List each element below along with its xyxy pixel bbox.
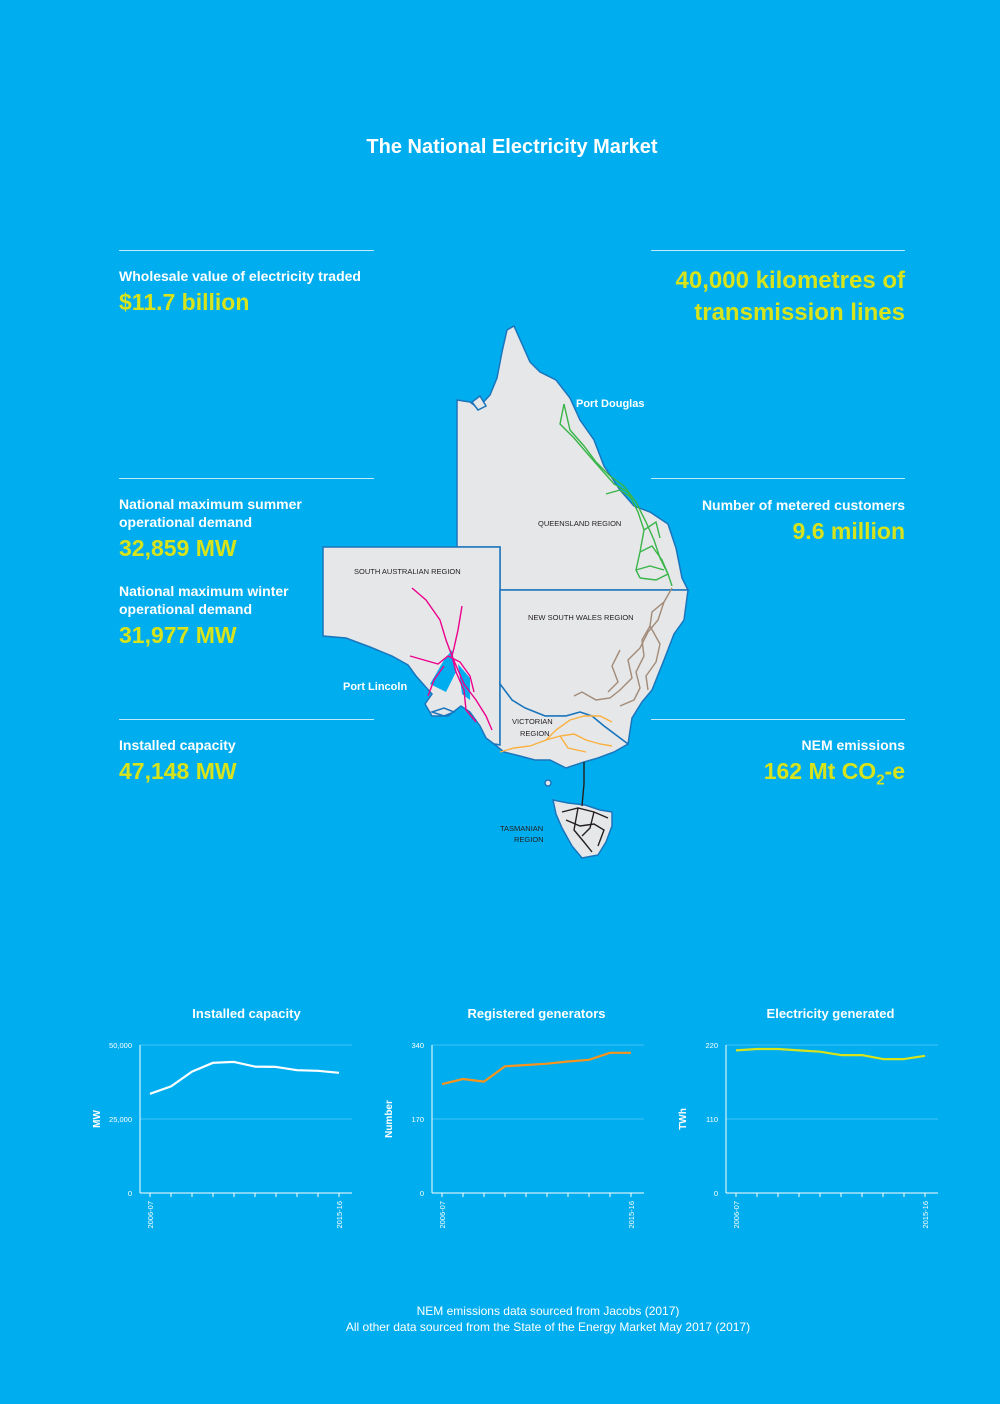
series-line bbox=[441, 1051, 631, 1086]
nsw-label: NEW SOUTH WALES REGION bbox=[528, 613, 634, 622]
emissions-main: 162 Mt CO bbox=[763, 758, 877, 784]
divider bbox=[651, 250, 905, 251]
y-axis-label: Number bbox=[384, 1100, 395, 1138]
divider bbox=[651, 719, 905, 720]
queensland-region bbox=[456, 324, 690, 591]
stat-label: National maximum summer bbox=[119, 496, 302, 512]
gulf bbox=[430, 650, 456, 692]
footer: NEM emissions data sourced from Jacobs (… bbox=[0, 1303, 1000, 1335]
emissions-subscript: 2 bbox=[876, 771, 885, 789]
emissions-stat: NEM emissions 162 Mt CO2-e bbox=[651, 719, 905, 795]
stat-label: NEM emissions bbox=[801, 737, 905, 753]
tas-label: REGION bbox=[514, 835, 544, 844]
electricity-generated-chart: 0 110 220 2006-07 2015-16 TWh bbox=[678, 1041, 938, 1229]
stat-label: Installed capacity bbox=[119, 737, 236, 753]
emissions-suffix: -e bbox=[884, 758, 905, 784]
y-tick-label: 170 bbox=[411, 1115, 424, 1124]
series-line bbox=[735, 1047, 926, 1061]
stat-value: 47,148 MW bbox=[119, 758, 237, 784]
tas-transmission-lines bbox=[561, 762, 609, 853]
capacity-stat: Installed capacity 47,148 MW bbox=[119, 719, 374, 785]
nem-map: QUEENSLAND REGION SOUTH AUSTRALIAN REGIO… bbox=[322, 324, 690, 859]
x-tick-label: 2006-07 bbox=[146, 1201, 155, 1229]
vic-label: REGION bbox=[520, 729, 550, 738]
y-tick-label: 0 bbox=[420, 1189, 424, 1198]
stat-value: 9.6 million bbox=[792, 518, 905, 544]
y-axis-label: TWh bbox=[678, 1108, 689, 1130]
x-tick-label: 2006-07 bbox=[732, 1201, 741, 1229]
registered-generators-chart: 0 170 340 2006-07 2015-16 Number bbox=[384, 1041, 644, 1229]
port-douglas-label: Port Douglas bbox=[576, 398, 644, 410]
y-tick-label: 0 bbox=[714, 1189, 718, 1198]
sa-label: SOUTH AUSTRALIAN REGION bbox=[354, 567, 461, 576]
stat-label: operational demand bbox=[119, 601, 253, 617]
series-line bbox=[149, 1060, 340, 1095]
qld-transmission-lines bbox=[559, 403, 673, 587]
y-tick-label: 220 bbox=[705, 1041, 718, 1050]
stat-label: Wholesale value of electricity traded bbox=[119, 268, 361, 284]
winter-demand-stat: National maximum winter operational dema… bbox=[119, 582, 374, 649]
divider bbox=[651, 478, 905, 479]
y-tick-label: 340 bbox=[411, 1041, 424, 1050]
island bbox=[429, 707, 457, 717]
stat-label: National maximum winter bbox=[119, 583, 289, 599]
divider bbox=[119, 478, 374, 479]
sa-transmission-lines bbox=[409, 587, 493, 731]
customers-stat: Number of metered customers 9.6 million bbox=[651, 478, 905, 545]
stat-label: Number of metered customers bbox=[701, 497, 905, 513]
x-tick-label: 2015-16 bbox=[627, 1201, 636, 1229]
stat-value: $11.7 billion bbox=[119, 289, 250, 315]
summer-demand-stat: National maximum summer operational dema… bbox=[119, 478, 374, 562]
y-tick-label: 50,000 bbox=[109, 1041, 132, 1050]
south-australia-region bbox=[322, 546, 501, 746]
x-tick-label: 2006-07 bbox=[438, 1201, 447, 1229]
chart-title-generators: Registered generators bbox=[467, 1006, 606, 1021]
island bbox=[544, 779, 552, 787]
port-lincoln-label: Port Lincoln bbox=[343, 681, 407, 693]
stat-value: 40,000 kilometres of bbox=[675, 267, 905, 294]
divider bbox=[119, 719, 374, 720]
stat-value: 162 Mt CO2-e bbox=[651, 757, 905, 795]
y-tick-label: 0 bbox=[128, 1189, 132, 1198]
nsw-transmission-lines bbox=[573, 587, 673, 707]
tasmania-region bbox=[552, 799, 613, 859]
stat-label: operational demand bbox=[119, 514, 253, 530]
y-tick-label: 25,000 bbox=[109, 1115, 132, 1124]
gulf bbox=[458, 664, 470, 700]
transmission-stat: 40,000 kilometres of transmission lines bbox=[651, 250, 905, 329]
footer-source-line: NEM emissions data sourced from Jacobs (… bbox=[416, 1304, 680, 1318]
wholesale-stat: Wholesale value of electricity traded $1… bbox=[119, 250, 374, 316]
cape-tip bbox=[470, 394, 488, 411]
x-tick-label: 2015-16 bbox=[335, 1201, 344, 1229]
installed-capacity-chart: 0 25,000 50,000 2006-07 2015-16 MW bbox=[92, 1041, 352, 1229]
y-axis-label: MW bbox=[92, 1110, 103, 1128]
vic-transmission-lines bbox=[499, 715, 613, 753]
footer-source-line: All other data sourced from the State of… bbox=[345, 1320, 751, 1334]
stat-value: transmission lines bbox=[694, 299, 905, 326]
stat-value: 31,977 MW bbox=[119, 622, 237, 648]
chart-title-capacity: Installed capacity bbox=[192, 1006, 301, 1021]
vic-label: VICTORIAN bbox=[512, 717, 553, 726]
x-tick-label: 2015-16 bbox=[921, 1201, 930, 1229]
landmass bbox=[322, 324, 690, 859]
stat-value: 32,859 MW bbox=[119, 535, 237, 561]
chart-title-generated: Electricity generated bbox=[766, 1006, 895, 1021]
tas-label: TASMANIAN bbox=[500, 824, 543, 833]
divider bbox=[119, 250, 374, 251]
page-title: The National Electricity Market bbox=[366, 136, 658, 158]
y-tick-label: 110 bbox=[706, 1115, 718, 1124]
qld-label: QUEENSLAND REGION bbox=[538, 519, 621, 528]
